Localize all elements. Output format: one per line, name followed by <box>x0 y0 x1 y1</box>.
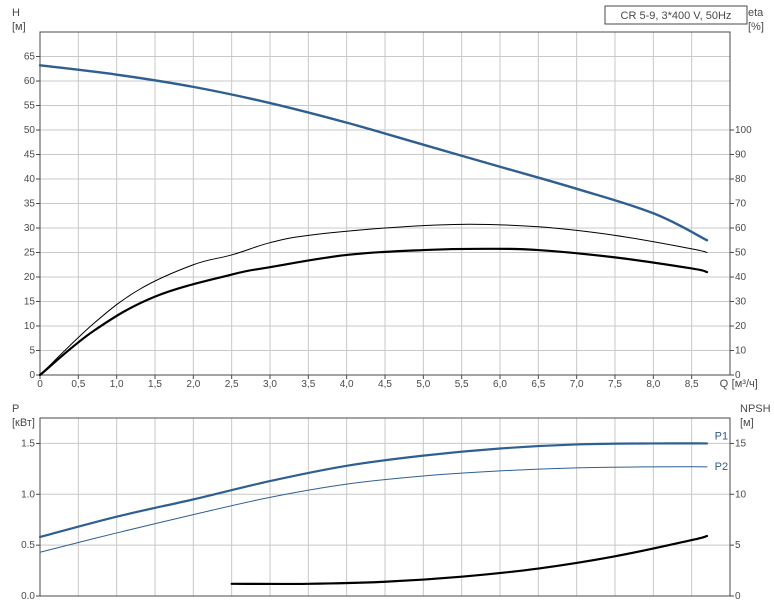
svg-text:50: 50 <box>735 248 747 259</box>
svg-text:40: 40 <box>735 272 747 283</box>
svg-text:5: 5 <box>29 346 35 357</box>
svg-text:90: 90 <box>735 150 747 161</box>
yleft-label-H: H <box>12 7 20 19</box>
svg-text:0.0: 0.0 <box>21 591 35 602</box>
svg-text:6,0: 6,0 <box>493 379 507 390</box>
svg-text:0: 0 <box>37 379 43 390</box>
svg-text:4,0: 4,0 <box>340 379 354 390</box>
chart-root: 0 0,5 1,0 1,5 2,0 2,5 3,0 3,5 4,0 4,5 5,0 5,5 6,0 6,5… <box>0 0 774 611</box>
yright-unit-pct: [%] <box>748 21 764 33</box>
svg-text:35: 35 <box>24 199 36 210</box>
svg-text:8,0: 8,0 <box>646 379 660 390</box>
svg-text:100: 100 <box>735 125 752 136</box>
svg-text:20: 20 <box>735 321 747 332</box>
chart-svg: 0 0,5 1,0 1,5 2,0 2,5 3,0 3,5 4,0 4,5 5,0 5,5 6,0 6,5… <box>0 0 774 611</box>
svg-text:8,5: 8,5 <box>685 379 699 390</box>
svg-text:30: 30 <box>735 297 747 308</box>
svg-text:65: 65 <box>24 52 36 63</box>
svg-text:15: 15 <box>24 297 36 308</box>
svg-text:5,5: 5,5 <box>455 379 469 390</box>
x-label-Q: Q <box>720 378 729 390</box>
x-unit: [м³/ч] <box>732 378 758 390</box>
svg-text:2,0: 2,0 <box>186 379 200 390</box>
svg-text:5: 5 <box>735 540 741 551</box>
svg-text:60: 60 <box>735 223 747 234</box>
svg-text:40: 40 <box>24 174 36 185</box>
svg-text:0: 0 <box>29 370 35 381</box>
svg-text:55: 55 <box>24 101 36 112</box>
svg-text:6,5: 6,5 <box>531 379 545 390</box>
svg-text:7,5: 7,5 <box>608 379 622 390</box>
svg-text:30: 30 <box>24 223 36 234</box>
svg-text:4,5: 4,5 <box>378 379 392 390</box>
yright-label-eta: eta <box>748 7 764 19</box>
svg-text:0,5: 0,5 <box>71 379 85 390</box>
svg-text:70: 70 <box>735 199 747 210</box>
svg-text:7,0: 7,0 <box>570 379 584 390</box>
svg-text:1,5: 1,5 <box>148 379 162 390</box>
svg-text:1.5: 1.5 <box>21 438 35 449</box>
svg-text:1.0: 1.0 <box>21 489 35 500</box>
svg-text:25: 25 <box>24 248 36 259</box>
yleft-unit-m: [м] <box>12 21 26 33</box>
svg-text:45: 45 <box>24 150 36 161</box>
series-label-p1: P1 <box>715 430 728 442</box>
svg-text:3,0: 3,0 <box>263 379 277 390</box>
svg-text:10: 10 <box>735 489 747 500</box>
svg-text:60: 60 <box>24 76 36 87</box>
series-label-p2: P2 <box>715 461 728 473</box>
svg-text:80: 80 <box>735 174 747 185</box>
svg-text:0: 0 <box>735 591 741 602</box>
title-text: CR 5-9, 3*400 V, 50Hz <box>621 10 732 22</box>
yleft-label-P: P <box>12 403 19 415</box>
svg-text:15: 15 <box>735 438 747 449</box>
svg-text:5,0: 5,0 <box>416 379 430 390</box>
yleft-unit-kW: [кВт] <box>12 417 35 429</box>
yright-unit-m: [м] <box>740 417 754 429</box>
svg-text:2,5: 2,5 <box>225 379 239 390</box>
svg-text:50: 50 <box>24 125 36 136</box>
svg-text:10: 10 <box>24 321 36 332</box>
svg-text:10: 10 <box>735 346 747 357</box>
svg-text:20: 20 <box>24 272 36 283</box>
yright-label-NPSH: NPSH <box>740 403 771 415</box>
svg-text:3,5: 3,5 <box>301 379 315 390</box>
svg-text:1,0: 1,0 <box>110 379 124 390</box>
svg-text:0.5: 0.5 <box>21 540 35 551</box>
